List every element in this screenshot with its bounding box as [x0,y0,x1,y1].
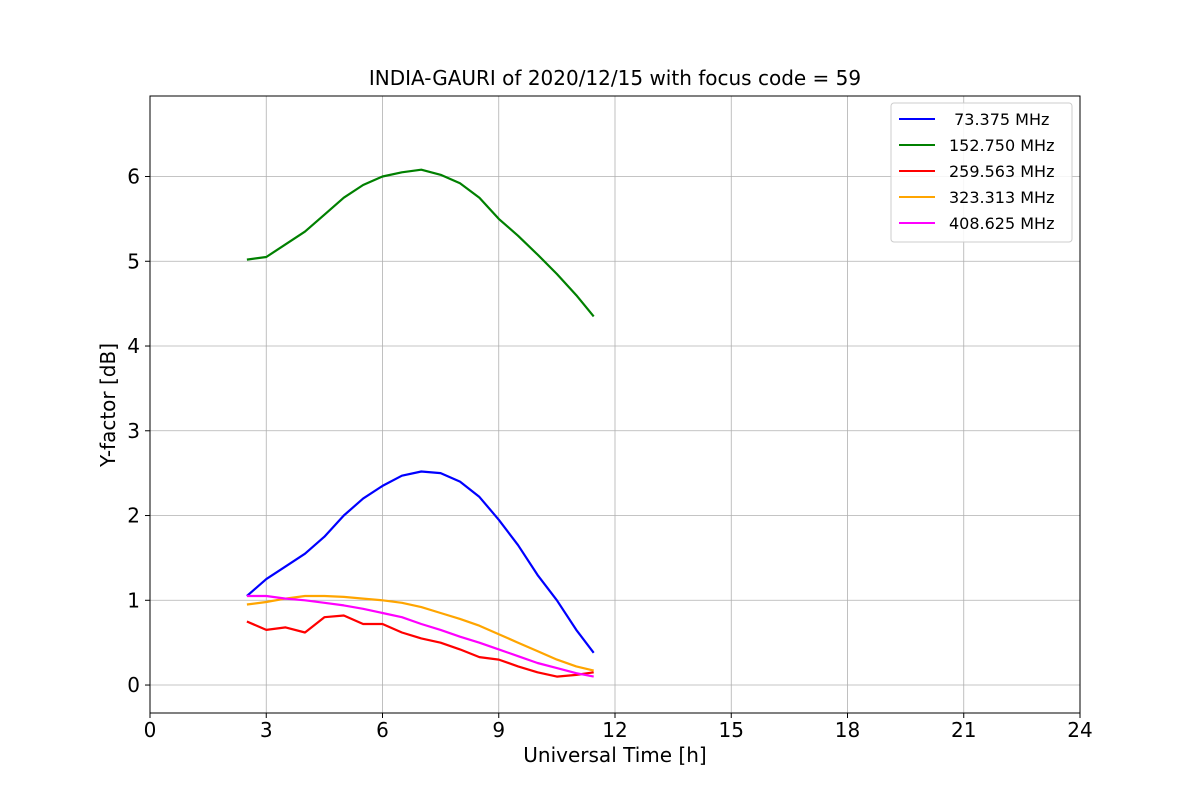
x-tick-label-2: 6 [376,718,389,742]
chart-title: INDIA-GAURI of 2020/12/15 with focus cod… [368,66,862,90]
x-tick-label-5: 15 [719,718,744,742]
legend-label-0: 73.375 MHz [949,110,1049,129]
x-axis-label: Universal Time [h] [523,743,707,767]
y-tick-label-5: 5 [127,249,140,273]
y-tick-label-2: 2 [127,504,140,528]
legend-box [890,102,1073,243]
y-tick-label-1: 1 [127,588,140,612]
y-tick-label-4: 4 [127,334,140,358]
y-tick-label-3: 3 [127,419,140,443]
y-tick-label-0: 0 [127,673,140,697]
legend-label-4: 408.625 MHz [949,214,1054,233]
legend: 73.375 MHz 152.750 MHz 259.563 MHz 323.313 … [890,102,1073,243]
series-line-2 [246,614,594,678]
legend-label-1: 152.750 MHz [949,136,1054,155]
legend-label-3: 323.313 MHz [949,188,1054,207]
x-tick-label-7: 21 [951,718,976,742]
series-line-0 [246,470,595,654]
x-tick-label-3: 9 [492,718,505,742]
y-tick-label-6: 6 [127,165,140,189]
series-line-4 [246,594,594,678]
series-line-3 [246,594,594,672]
legend-label-2: 259.563 MHz [949,162,1054,181]
y-axis-label: Y-factor [dB] [96,342,120,468]
x-tick-label-8: 24 [1067,718,1092,742]
x-tick-label-1: 3 [260,718,273,742]
x-tick-label-6: 18 [835,718,860,742]
x-tick-label-4: 12 [602,718,627,742]
series-line-1 [246,168,595,318]
x-tick-label-0: 0 [144,718,157,742]
